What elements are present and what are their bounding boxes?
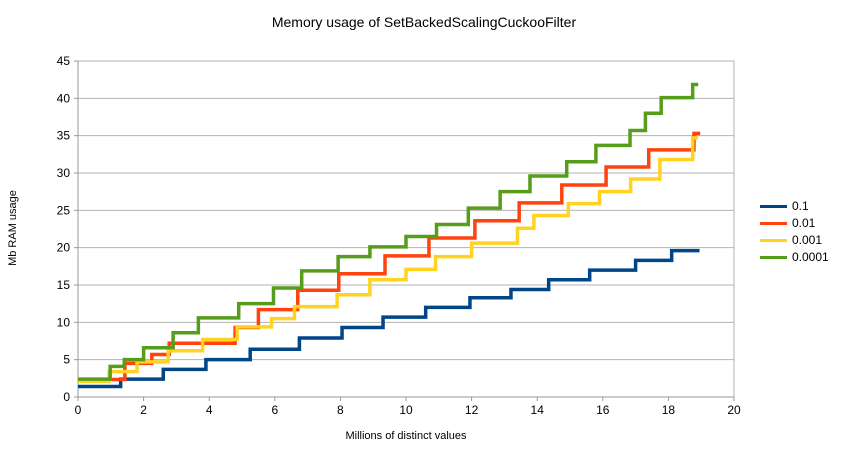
series-line-0.001 [78, 136, 698, 384]
series-line-0.01 [78, 131, 701, 382]
y-tick-label: 10 [57, 315, 71, 329]
legend-label: 0.01 [792, 216, 816, 230]
series-line-0.1 [78, 248, 700, 389]
x-tick-label: 4 [206, 403, 213, 417]
y-tick-label: 0 [63, 390, 70, 404]
y-tick-label: 45 [57, 54, 71, 68]
legend-label: 0.001 [792, 233, 823, 247]
legend-item: 0.01 [760, 216, 829, 230]
x-tick-label: 6 [271, 403, 278, 417]
chart-title: Memory usage of SetBackedScalingCuckooFi… [271, 14, 577, 30]
y-tick-label: 35 [57, 129, 71, 143]
y-tick-label: 30 [57, 166, 71, 180]
x-tick-label: 8 [337, 403, 344, 417]
legend-label: 0.1 [792, 199, 809, 213]
y-tick-label: 20 [57, 241, 71, 255]
x-tick-label: 12 [465, 403, 479, 417]
legend-item: 0.1 [760, 199, 829, 213]
x-tick-label: 14 [531, 403, 545, 417]
legend: 0.1 0.01 0.001 0.0001 [760, 199, 829, 264]
y-tick-label: 15 [57, 278, 71, 292]
legend-item: 0.001 [760, 233, 829, 247]
x-axis-title: Millions of distinct values [345, 430, 467, 442]
x-tick-label: 2 [140, 403, 147, 417]
legend-swatch-icon [760, 221, 787, 226]
series-line-0.0001 [78, 82, 699, 381]
y-axis-title: Mb RAM usage [7, 190, 19, 266]
x-tick-label: 16 [596, 403, 610, 417]
x-tick-label: 18 [662, 403, 676, 417]
legend-swatch-icon [760, 204, 787, 209]
legend-item: 0.0001 [760, 250, 829, 264]
x-tick-label: 20 [727, 403, 741, 417]
x-tick-label: 0 [75, 403, 82, 417]
y-tick-label: 5 [63, 353, 70, 367]
legend-label: 0.0001 [792, 250, 829, 264]
y-tick-label: 25 [57, 203, 71, 217]
legend-swatch-icon [760, 255, 787, 260]
x-tick-label: 10 [399, 403, 413, 417]
plot-border [77, 60, 735, 398]
y-tick-label: 40 [57, 91, 71, 105]
legend-swatch-icon [760, 238, 787, 243]
